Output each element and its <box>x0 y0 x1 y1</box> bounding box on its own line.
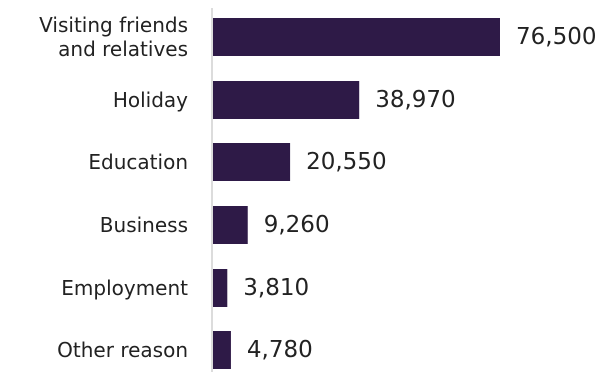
bars-group <box>213 18 500 369</box>
bar-1 <box>213 81 360 119</box>
category-label-line: Employment <box>61 276 188 300</box>
category-label-line: Other reason <box>57 338 188 362</box>
value-label-1: 38,970 <box>375 87 455 113</box>
category-label-line: Education <box>88 150 188 174</box>
value-labels-group: 76,500 38,970 20,550 9,260 3,810 4,780 <box>243 24 596 363</box>
category-label-3: Business <box>100 213 188 237</box>
value-label-5: 4,780 <box>247 337 313 363</box>
category-label-5: Other reason <box>57 338 188 362</box>
category-label-line: Business <box>100 213 188 237</box>
bar-5 <box>213 331 231 369</box>
value-label-3: 9,260 <box>264 212 330 238</box>
bar-0 <box>213 18 500 56</box>
bar-4 <box>213 269 228 307</box>
category-labels-group: Visiting friends and relatives Holiday Educ… <box>39 13 188 362</box>
value-label-0: 76,500 <box>516 24 596 50</box>
bar-2 <box>213 143 291 181</box>
category-label-2: Education <box>88 150 188 174</box>
bar-3 <box>213 206 248 244</box>
category-label-line: Visiting friends <box>39 13 188 37</box>
category-label-4: Employment <box>61 276 188 300</box>
category-label-0: Visiting friends and relatives <box>39 13 188 61</box>
category-label-line: and relatives <box>58 37 188 61</box>
value-label-4: 3,810 <box>243 275 309 301</box>
value-label-2: 20,550 <box>306 149 386 175</box>
category-label-line: Holiday <box>113 88 188 112</box>
category-label-1: Holiday <box>113 88 188 112</box>
